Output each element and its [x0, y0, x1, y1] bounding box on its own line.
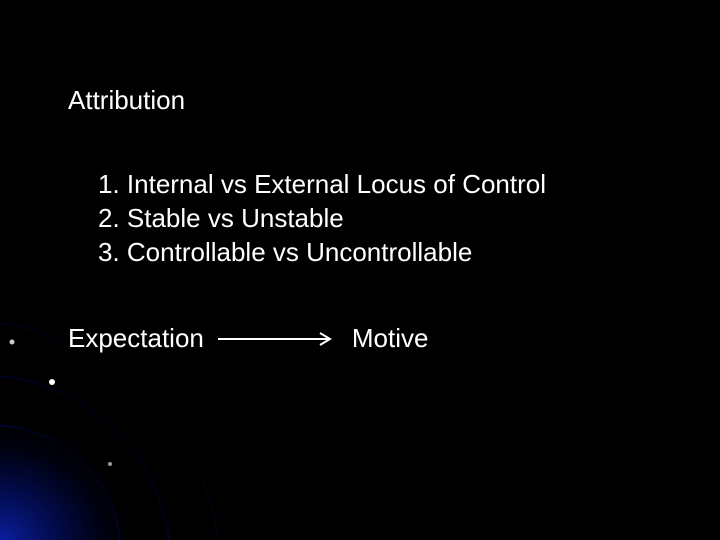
- slide-heading: Attribution: [68, 85, 668, 116]
- list-item: 3. Controllable vs Uncontrollable: [98, 236, 668, 270]
- expectation-label: Expectation: [68, 323, 204, 354]
- list-item: 2. Stable vs Unstable: [98, 202, 668, 236]
- attribution-list: 1. Internal vs External Locus of Control…: [98, 168, 668, 269]
- arrow-icon: [218, 331, 338, 347]
- expectation-motive-row: Expectation Motive: [68, 323, 668, 354]
- motive-label: Motive: [352, 323, 429, 354]
- slide-content: Attribution 1. Internal vs External Locu…: [68, 85, 668, 354]
- list-item: 1. Internal vs External Locus of Control: [98, 168, 668, 202]
